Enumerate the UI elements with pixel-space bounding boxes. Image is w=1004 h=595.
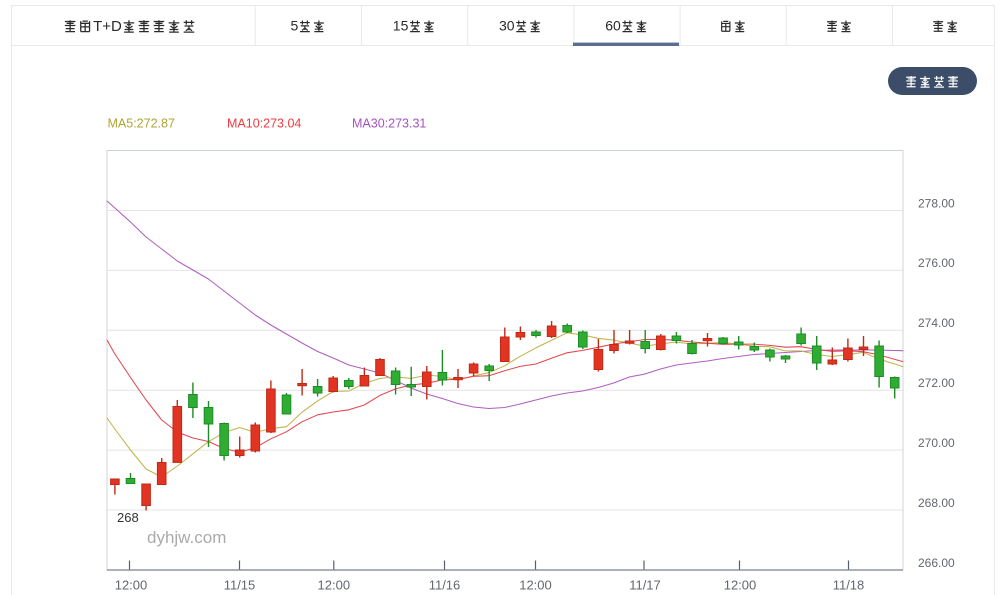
svg-text:11/15: 11/15 — [224, 578, 256, 593]
svg-text:11/18: 11/18 — [833, 578, 865, 593]
svg-text:1: 1 — [393, 18, 401, 34]
svg-text:12:00: 12:00 — [318, 578, 351, 593]
svg-text:12:00: 12:00 — [724, 578, 757, 593]
svg-text:MA30:273.31: MA30:273.31 — [352, 117, 426, 131]
svg-text:268: 268 — [117, 510, 139, 525]
svg-text:MA5:272.87: MA5:272.87 — [108, 117, 175, 131]
svg-text:276.00: 276.00 — [918, 256, 955, 270]
svg-text:11/16: 11/16 — [429, 578, 461, 593]
svg-text:12:00: 12:00 — [519, 578, 552, 593]
svg-text:+: + — [102, 18, 111, 35]
svg-text:dyhjw.com: dyhjw.com — [147, 528, 226, 547]
svg-text:274.00: 274.00 — [918, 316, 955, 330]
svg-text:270.00: 270.00 — [918, 436, 955, 450]
svg-text:5: 5 — [291, 18, 299, 34]
svg-text:T: T — [93, 18, 102, 35]
svg-text:278.00: 278.00 — [918, 196, 955, 210]
svg-text:272.00: 272.00 — [918, 376, 955, 390]
svg-text:5: 5 — [401, 18, 409, 34]
svg-text:268.00: 268.00 — [918, 496, 955, 510]
svg-text:6: 6 — [605, 18, 613, 34]
svg-text:0: 0 — [613, 18, 621, 34]
svg-text:3: 3 — [499, 18, 507, 34]
svg-text:11/17: 11/17 — [629, 578, 661, 593]
svg-text:0: 0 — [507, 18, 515, 34]
svg-text:D: D — [111, 18, 122, 35]
svg-text:MA10:273.04: MA10:273.04 — [227, 117, 301, 131]
svg-text:12:00: 12:00 — [115, 578, 148, 593]
svg-text:266.00: 266.00 — [918, 556, 955, 570]
